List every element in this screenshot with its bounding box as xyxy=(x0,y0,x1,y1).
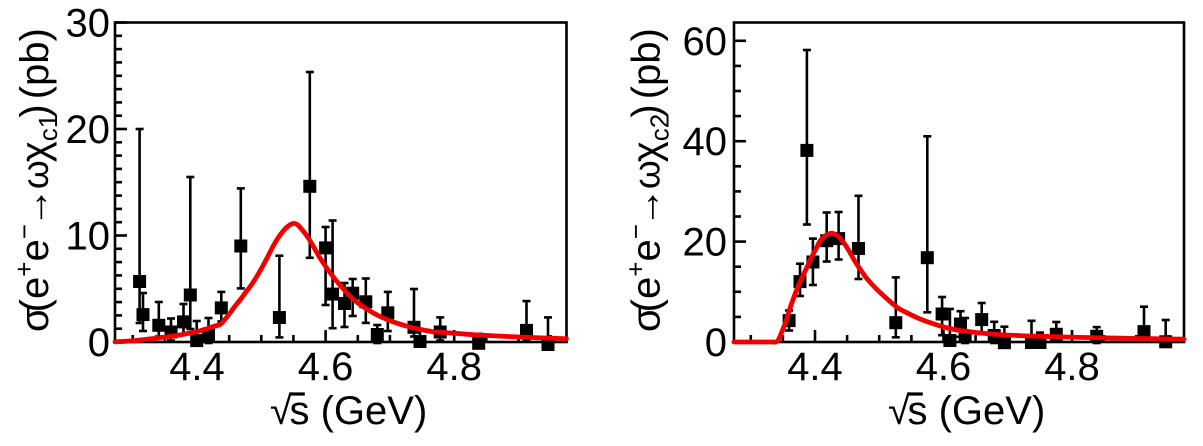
svg-text:σ(e+e−→ωχc1) (pb): σ(e+e−→ωχc1) (pb) xyxy=(9,28,63,332)
svg-text:30: 30 xyxy=(66,1,111,45)
svg-text:√: √ xyxy=(270,389,292,433)
svg-text:s (GeV): s (GeV) xyxy=(290,389,428,433)
svg-text:0: 0 xyxy=(705,321,727,365)
svg-text:60: 60 xyxy=(683,20,728,64)
svg-text:σ(e+e−→ωχc2) (pb): σ(e+e−→ωχc2) (pb) xyxy=(621,28,675,332)
svg-text:4.8: 4.8 xyxy=(426,345,482,389)
svg-text:40: 40 xyxy=(683,120,728,164)
svg-text:√: √ xyxy=(888,389,910,433)
svg-text:4.4: 4.4 xyxy=(787,345,843,389)
svg-text:20: 20 xyxy=(66,108,111,152)
svg-text:s (GeV): s (GeV) xyxy=(908,389,1046,433)
svg-text:4.6: 4.6 xyxy=(298,345,354,389)
svg-text:4.6: 4.6 xyxy=(916,345,972,389)
svg-text:4.4: 4.4 xyxy=(169,345,225,389)
svg-text:20: 20 xyxy=(683,221,728,265)
svg-text:10: 10 xyxy=(66,214,111,258)
svg-text:0: 0 xyxy=(88,321,110,365)
svg-text:4.8: 4.8 xyxy=(1044,345,1100,389)
